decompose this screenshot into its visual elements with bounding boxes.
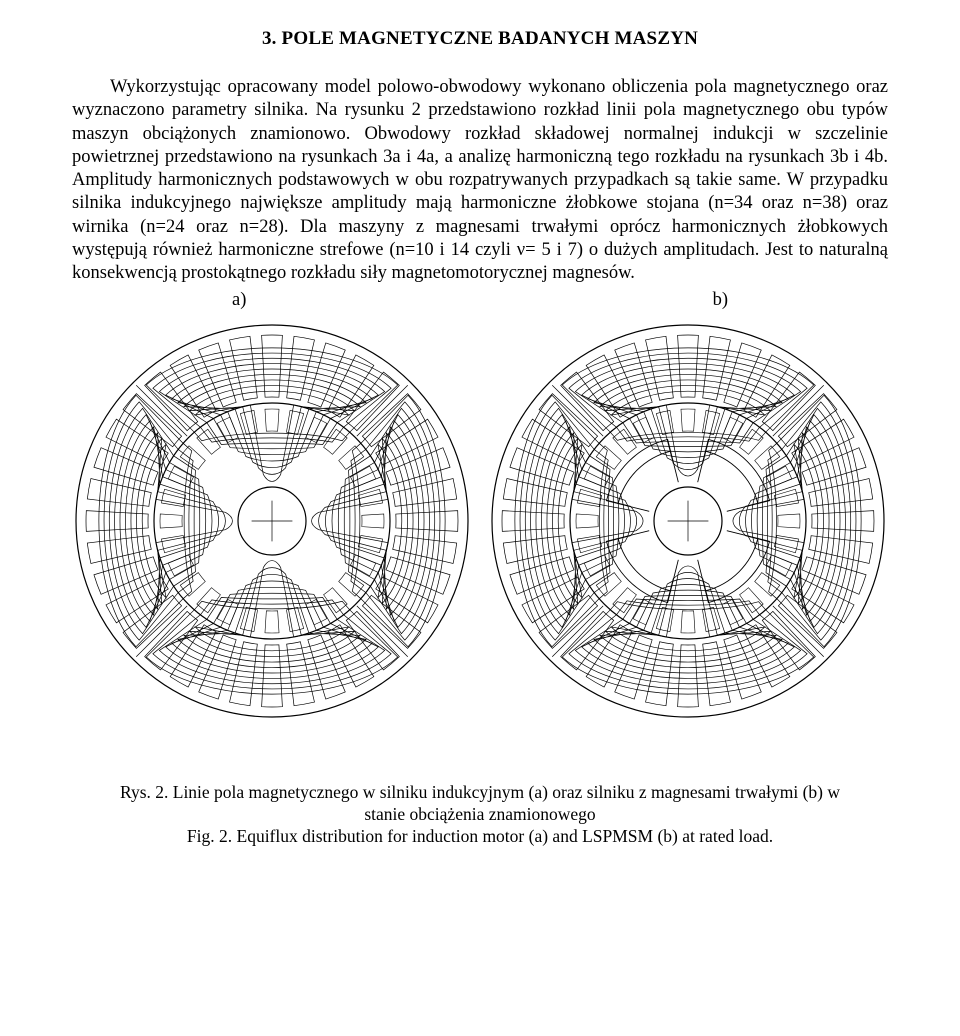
figure-row (72, 321, 888, 721)
paragraph-text: Wykorzystując opracowany model polowo-ob… (72, 77, 888, 283)
caption-pl-2: stanie obciążenia znamionowego (364, 804, 595, 824)
caption-en: Fig. 2. Equiflux distribution for induct… (72, 825, 888, 847)
caption-pl-1: Rys. 2. Linie pola magnetycznego w silni… (120, 782, 840, 802)
label-a: a) (232, 290, 246, 311)
figure-caption: Rys. 2. Linie pola magnetycznego w silni… (72, 781, 888, 848)
body-paragraph: Wykorzystując opracowany model polowo-ob… (72, 76, 888, 286)
equiflux-diagram-a (72, 321, 472, 721)
section-heading: 3. POLE MAGNETYCZNE BADANYCH MASZYN (72, 28, 888, 50)
label-b: b) (713, 290, 728, 311)
equiflux-diagram-b (488, 321, 888, 721)
subfigure-labels: a) b) (72, 290, 888, 311)
